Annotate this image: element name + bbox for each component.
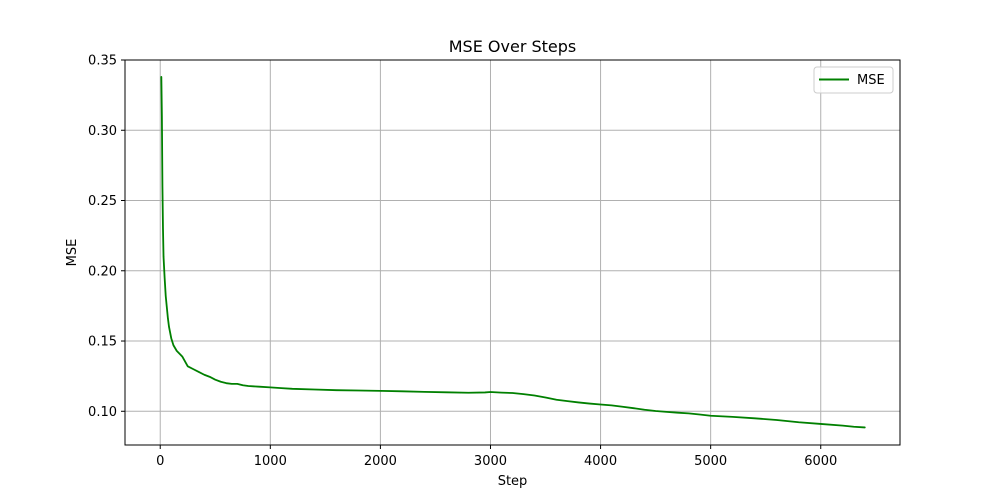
y-axis-title: MSE (65, 239, 80, 267)
grid-lines (125, 59, 900, 445)
y-tick-label: 0.10 (88, 405, 117, 420)
x-axis-ticks: 0 1000 2000 3000 4000 5000 6000 (156, 445, 837, 469)
legend-label-mse: MSE (857, 73, 885, 88)
chart-title: MSE Over Steps (449, 37, 577, 56)
y-tick-label: 0.35 (88, 54, 117, 69)
plot-series (160, 75, 866, 429)
x-tick-label: 0 (156, 454, 164, 469)
x-tick-label: 3000 (474, 454, 507, 469)
x-tick-label: 1000 (254, 454, 287, 469)
x-axis-title: Step (498, 474, 528, 489)
x-tick-label: 4000 (584, 454, 617, 469)
y-tick-label: 0.30 (88, 124, 117, 139)
x-tick-label: 5000 (694, 454, 727, 469)
x-tick-label: 2000 (364, 454, 397, 469)
y-tick-label: 0.15 (88, 335, 117, 350)
x-tick-label: 6000 (804, 454, 837, 469)
legend-box (813, 66, 894, 94)
y-tick-label: 0.25 (88, 194, 117, 209)
y-axis-ticks: 0.10 0.15 0.20 0.25 0.30 0.35 (88, 54, 125, 420)
legend: MSE (813, 66, 894, 94)
axes-frame (124, 59, 901, 446)
series-line-mse (160, 75, 866, 429)
y-tick-label: 0.20 (88, 264, 117, 279)
